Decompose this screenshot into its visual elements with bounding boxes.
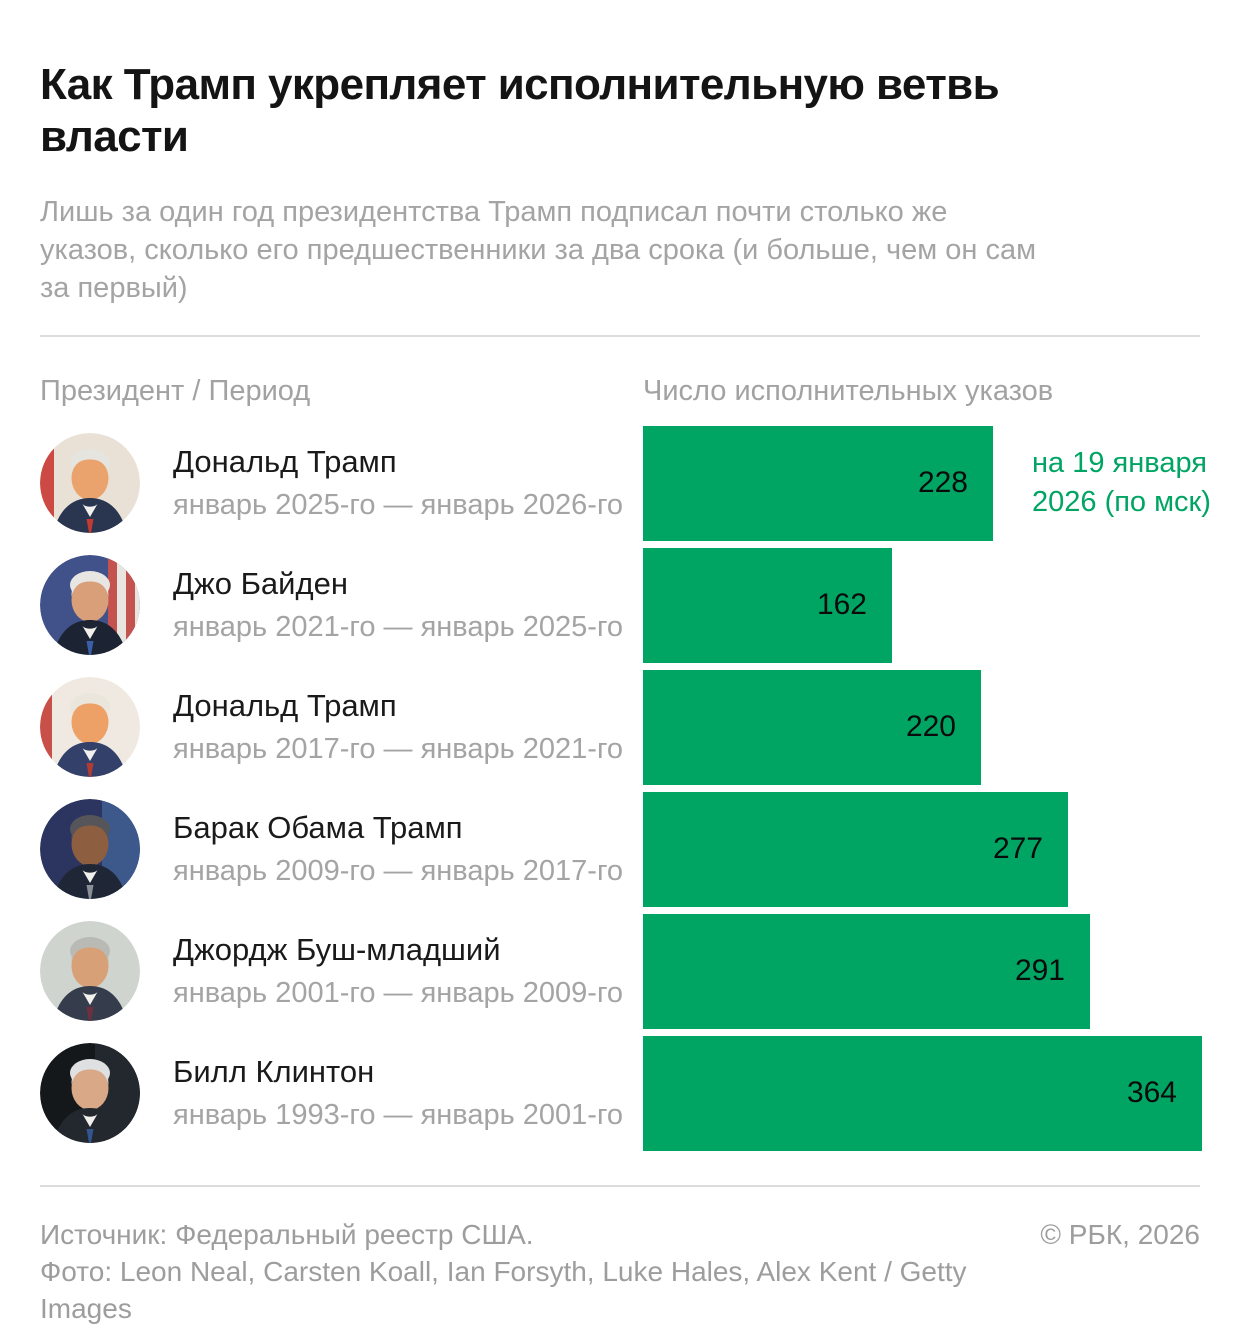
footer-source: Источник: Федеральный реестр США. bbox=[40, 1218, 534, 1250]
executive-orders-value: 162 bbox=[816, 588, 867, 622]
bottom-divider bbox=[40, 1184, 1200, 1187]
portrait-george-w-bush bbox=[40, 921, 140, 1022]
president-labels: Джо Байден январь 2021-го — январь 2025-г… bbox=[173, 566, 623, 644]
bar-annotation: на 19 января 2026 (по мск) bbox=[1032, 447, 1211, 519]
top-divider bbox=[40, 334, 1200, 337]
president-labels: Билл Клинтон январь 1993-го — январь 2001… bbox=[173, 1054, 623, 1132]
executive-orders-value: 228 bbox=[917, 466, 968, 500]
president-info: Дональд Трамп январь 2017-го — январь 202… bbox=[40, 670, 643, 785]
executive-orders-value: 291 bbox=[1014, 954, 1065, 988]
footer-credits: Источник: Федеральный реестр США. Фото: … bbox=[40, 1216, 1060, 1327]
president-info: Джордж Буш-младший январь 2001-го — январ… bbox=[40, 914, 643, 1029]
bar-area: 162 bbox=[643, 547, 1200, 663]
page-subtitle-line-3: за первый) bbox=[40, 271, 188, 304]
president-info: Джо Байден январь 2021-го — январь 2025-г… bbox=[40, 548, 643, 663]
president-period: январь 2001-го — январь 2009-го bbox=[173, 977, 624, 1010]
executive-orders-bar: 277 bbox=[643, 791, 1068, 907]
portrait-donald-trump-2025 bbox=[40, 433, 140, 534]
portrait-donald-trump-2017 bbox=[40, 677, 140, 778]
executive-orders-value: 220 bbox=[905, 710, 956, 744]
portrait-joe-biden bbox=[40, 555, 140, 656]
president-name: Дональд Трамп bbox=[173, 444, 397, 480]
page-title: Как Трамп укрепляет исполнительную ветвь… bbox=[40, 59, 1200, 163]
president-labels: Дональд Трамп январь 2025-го — январь 202… bbox=[173, 444, 623, 522]
executive-orders-value: 277 bbox=[992, 832, 1043, 866]
president-name: Барак Обама Трамп bbox=[173, 810, 463, 846]
footer-photo-credit-line-1: Фото: Leon Neal, Carsten Koall, Ian Fors… bbox=[40, 1255, 967, 1287]
president-period: январь 2009-го — январь 2017-го bbox=[173, 855, 624, 888]
portrait-barack-obama bbox=[40, 799, 140, 900]
column-header-executive-orders: Число исполнительных указов bbox=[643, 374, 1054, 407]
executive-orders-bar: 364 bbox=[643, 1035, 1202, 1151]
president-period: январь 1993-го — январь 2001-го bbox=[173, 1099, 624, 1132]
president-row: Джо Байден январь 2021-го — январь 2025-г… bbox=[40, 547, 1200, 663]
column-header-president-period: Президент / Период bbox=[40, 374, 311, 407]
executive-orders-bar: 291 bbox=[643, 913, 1090, 1029]
president-period: январь 2017-го — январь 2021-го bbox=[173, 733, 624, 766]
president-row: Дональд Трамп январь 2017-го — январь 202… bbox=[40, 669, 1200, 785]
president-name: Билл Клинтон bbox=[173, 1054, 375, 1090]
portrait-bill-clinton bbox=[40, 1043, 140, 1144]
bar-area: 291 bbox=[643, 913, 1200, 1029]
president-info: Дональд Трамп январь 2025-го — январь 202… bbox=[40, 426, 643, 541]
president-period: январь 2021-го — январь 2025-го bbox=[173, 611, 624, 644]
page-subtitle-line-2: указов, сколько его предшественники за д… bbox=[40, 233, 1037, 266]
president-labels: Барак Обама Трамп январь 2009-го — январь… bbox=[173, 810, 623, 888]
president-name: Джо Байден bbox=[173, 566, 348, 602]
executive-orders-bar: 228 bbox=[643, 425, 993, 541]
footer: Источник: Федеральный реестр США. Фото: … bbox=[40, 1187, 1200, 1327]
footer-copyright: © РБК, 2026 bbox=[1040, 1218, 1200, 1250]
president-labels: Дональд Трамп январь 2017-го — январь 202… bbox=[173, 688, 623, 766]
president-info: Билл Клинтон январь 1993-го — январь 2001… bbox=[40, 1036, 643, 1151]
president-name: Джордж Буш-младший bbox=[173, 932, 501, 968]
president-name: Дональд Трамп bbox=[173, 688, 397, 724]
president-row: Билл Клинтон январь 1993-го — январь 2001… bbox=[40, 1035, 1202, 1151]
bar-chart: Дональд Трамп январь 2025-го — январь 202… bbox=[40, 425, 1211, 1151]
president-row: Дональд Трамп январь 2025-го — январь 202… bbox=[40, 425, 1211, 541]
bar-area: 277 bbox=[643, 791, 1200, 907]
bar-area: 228 на 19 января 2026 (по мск) bbox=[643, 425, 1227, 541]
page-title-line-1: Как Трамп укрепляет исполнительную ветвь bbox=[40, 60, 1000, 110]
executive-orders-bar: 162 bbox=[643, 547, 892, 663]
president-row: Джордж Буш-младший январь 2001-го — январ… bbox=[40, 913, 1200, 1029]
executive-orders-value: 364 bbox=[1126, 1076, 1177, 1110]
president-period: январь 2025-го — январь 2026-го bbox=[173, 489, 624, 522]
president-labels: Джордж Буш-младший январь 2001-го — январ… bbox=[173, 932, 623, 1010]
page-title-line-2: власти bbox=[40, 112, 189, 162]
bar-area: 364 bbox=[643, 1035, 1202, 1151]
page-subtitle: Лишь за один год президентства Трамп под… bbox=[40, 193, 1200, 307]
column-headers: Президент / Период Число исполнительных … bbox=[40, 374, 1200, 408]
bar-area: 220 bbox=[643, 669, 1200, 785]
executive-orders-bar: 220 bbox=[643, 669, 981, 785]
page-subtitle-line-1: Лишь за один год президентства Трамп под… bbox=[40, 195, 948, 228]
president-info: Барак Обама Трамп январь 2009-го — январь… bbox=[40, 792, 643, 907]
president-row: Барак Обама Трамп январь 2009-го — январь… bbox=[40, 791, 1200, 907]
footer-photo-credit-line-2: Images bbox=[40, 1292, 132, 1324]
